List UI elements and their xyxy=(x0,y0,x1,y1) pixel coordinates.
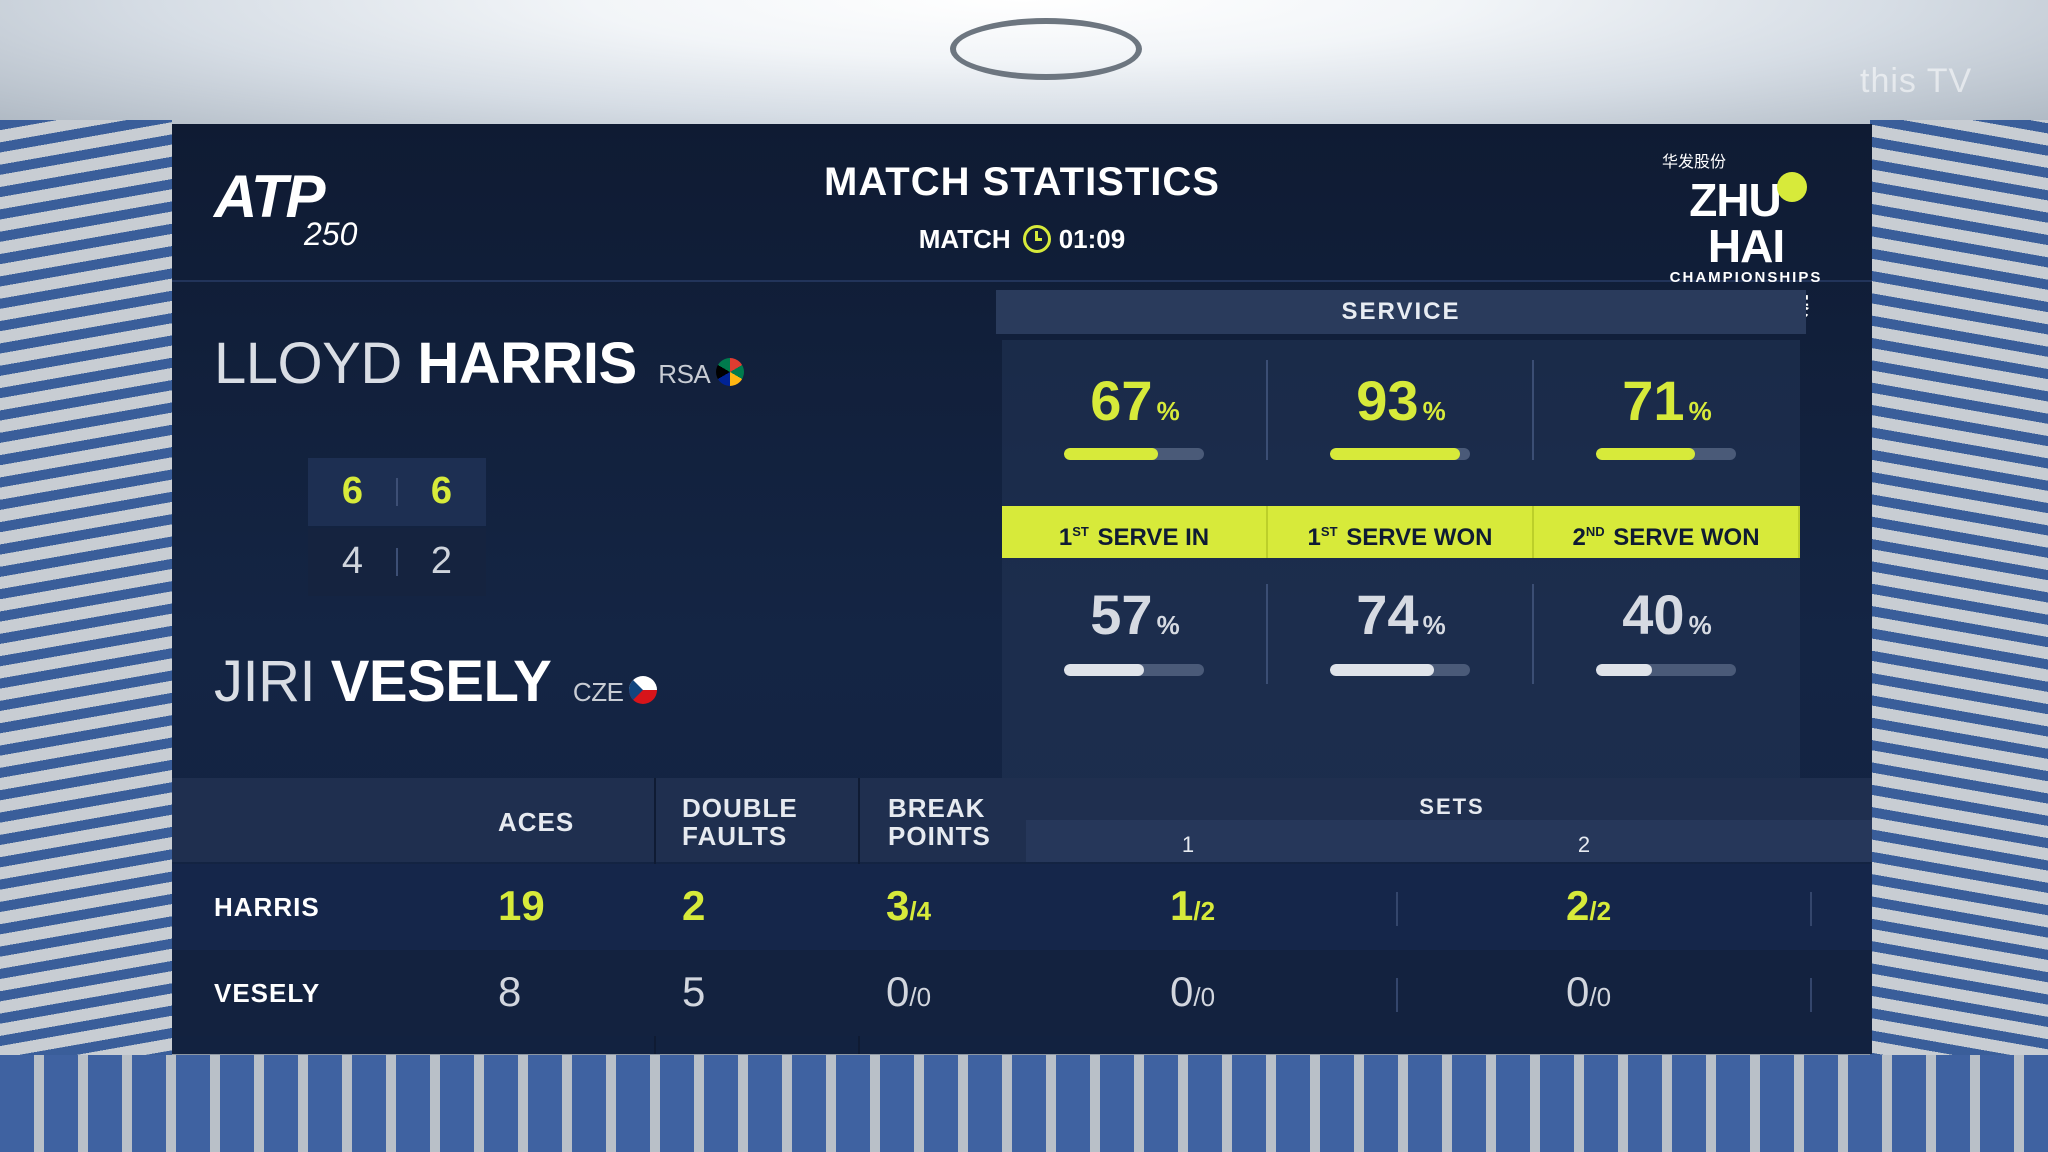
zhuhai-logo-top: 华发股份 xyxy=(1662,154,1727,171)
service-grid: 67% 1ST SERVE IN 57% 93% 1ST SERVE WON 7… xyxy=(1002,340,1800,840)
set-2-value: 2/2 xyxy=(1566,882,1612,929)
player-first-name: LLOYD xyxy=(214,331,402,396)
second-serve-won-label: 2ND SERVE WON xyxy=(1534,506,1800,558)
player-last-name: VESELY xyxy=(330,649,552,714)
break-points-value: 0/0 xyxy=(886,968,932,1015)
double-faults-header: DOUBLE FAULTS xyxy=(682,793,798,851)
break-points-value: 3/4 xyxy=(886,882,932,929)
score-row-player-2: 4 2 xyxy=(308,528,486,596)
set-scoreboard: 6 6 4 2 xyxy=(308,458,486,598)
player-2-progress-bar xyxy=(1064,664,1204,676)
player-2-name: JIRI VESELY CZE xyxy=(214,648,658,715)
set-2-header: 2 xyxy=(1577,832,1591,857)
panel-title: MATCH STATISTICS xyxy=(824,160,1220,204)
service-column-second-serve-won: 71% 2ND SERVE WON 40% xyxy=(1534,340,1800,840)
score-divider xyxy=(396,548,398,576)
cell-divider xyxy=(1396,892,1398,926)
panel-header: ATP 250 MATCH STATISTICS MATCH 01:09 华发股份… xyxy=(172,124,1872,320)
stats-table-header: ACES DOUBLE FAULTS BREAK POINTS SETS 1 2 xyxy=(172,778,1872,862)
clock-icon xyxy=(1022,225,1051,253)
column-divider xyxy=(1266,584,1268,684)
service-column-first-serve-won: 93% 1ST SERVE WON 74% xyxy=(1268,340,1534,840)
rsa-flag-icon xyxy=(716,358,745,386)
match-statistics-panel: ATP 250 MATCH STATISTICS MATCH 01:09 华发股份… xyxy=(172,124,1872,1054)
column-divider xyxy=(1532,584,1534,684)
player-country: RSA xyxy=(658,359,711,389)
player-2-percentage: 74% xyxy=(1356,583,1446,646)
row-player-name: HARRIS xyxy=(214,892,320,922)
match-duration: MATCH 01:09 xyxy=(172,224,1872,255)
cze-flag-icon xyxy=(629,676,658,704)
set-1-value: 1/2 xyxy=(1170,882,1216,929)
set-score: 6 xyxy=(430,470,453,512)
aces-value: 19 xyxy=(498,882,545,929)
cell-divider xyxy=(1810,892,1812,926)
stands-right xyxy=(1870,120,2048,1152)
player-1-progress-bar xyxy=(1596,448,1736,460)
player-country: CZE xyxy=(572,677,624,707)
player-1-percentage: 71% xyxy=(1622,369,1712,432)
double-faults-value: 2 xyxy=(682,882,706,929)
atp-logo-text: ATP xyxy=(214,163,326,230)
player-2-percentage: 40% xyxy=(1622,583,1712,646)
stats-table: ACES DOUBLE FAULTS BREAK POINTS SETS 1 2 H… xyxy=(172,778,1872,1054)
roof-ring xyxy=(950,18,1142,80)
set-score: 4 xyxy=(341,540,364,582)
aces-header: ACES xyxy=(498,807,575,837)
set-2-value: 0/0 xyxy=(1566,968,1612,1015)
table-row: HARRIS 19 2 3/4 1/2 2/2 xyxy=(172,864,1872,952)
zhuhai-championships-logo: 华发股份 ZHUHAI CHAMPIONSHIPS 珠海冠军赛 xyxy=(1656,148,1836,320)
column-divider xyxy=(1532,360,1534,460)
score-divider xyxy=(396,478,398,506)
player-2-progress-bar xyxy=(1596,664,1736,676)
zhuhai-logo-main: ZHUHAI xyxy=(1656,172,1836,269)
stands-left xyxy=(0,120,172,1152)
service-stats: SERVICE 67% 1ST SERVE IN 57% 93% 1ST SER… xyxy=(996,290,1806,842)
player-1-progress-bar xyxy=(1330,448,1470,460)
double-faults-value: 5 xyxy=(682,968,706,1015)
score-row-player-1: 6 6 xyxy=(308,458,486,526)
match-time-value: 01:09 xyxy=(1058,224,1126,254)
match-label: MATCH xyxy=(918,224,1011,254)
player-first-name: JIRI xyxy=(214,649,316,714)
player-1-percentage: 93% xyxy=(1356,369,1446,432)
sets-header: SETS xyxy=(1419,794,1485,819)
player-1-progress-bar xyxy=(1064,448,1204,460)
aces-value: 8 xyxy=(498,968,522,1015)
zhuhai-logo-sub: CHAMPIONSHIPS xyxy=(1669,269,1823,286)
atp-250-logo: ATP 250 xyxy=(214,162,374,252)
break-points-header: BREAK POINTS xyxy=(888,793,991,851)
cell-divider xyxy=(1396,978,1398,1012)
row-player-name: VESELY xyxy=(214,978,321,1008)
stadium-roof xyxy=(0,0,2048,140)
sets-subheader xyxy=(1026,820,1872,862)
broadcaster-watermark: this TV xyxy=(1860,62,1973,100)
tennis-ball-icon xyxy=(1776,172,1807,202)
player-2-progress-bar xyxy=(1330,664,1470,676)
player-1-name: LLOYD HARRIS RSA xyxy=(214,330,745,397)
set-score: 6 xyxy=(341,470,364,512)
table-row: VESELY 8 5 0/0 0/0 0/0 xyxy=(172,950,1872,1036)
player-last-name: HARRIS xyxy=(417,331,637,396)
player-1-percentage: 67% xyxy=(1090,369,1180,432)
column-divider xyxy=(1266,360,1268,460)
service-column-first-serve-in: 67% 1ST SERVE IN 57% xyxy=(1002,340,1268,840)
service-title: SERVICE xyxy=(996,290,1806,334)
cell-divider xyxy=(1810,978,1812,1012)
first-serve-in-label: 1ST SERVE IN xyxy=(1002,506,1268,558)
atp-logo-number: 250 xyxy=(304,216,358,252)
stands-bottom xyxy=(0,1055,2048,1152)
player-2-percentage: 57% xyxy=(1090,583,1180,646)
set-1-value: 0/0 xyxy=(1170,968,1216,1015)
first-serve-won-label: 1ST SERVE WON xyxy=(1268,506,1534,558)
set-1-header: 1 xyxy=(1181,832,1195,857)
set-score: 2 xyxy=(430,540,453,582)
